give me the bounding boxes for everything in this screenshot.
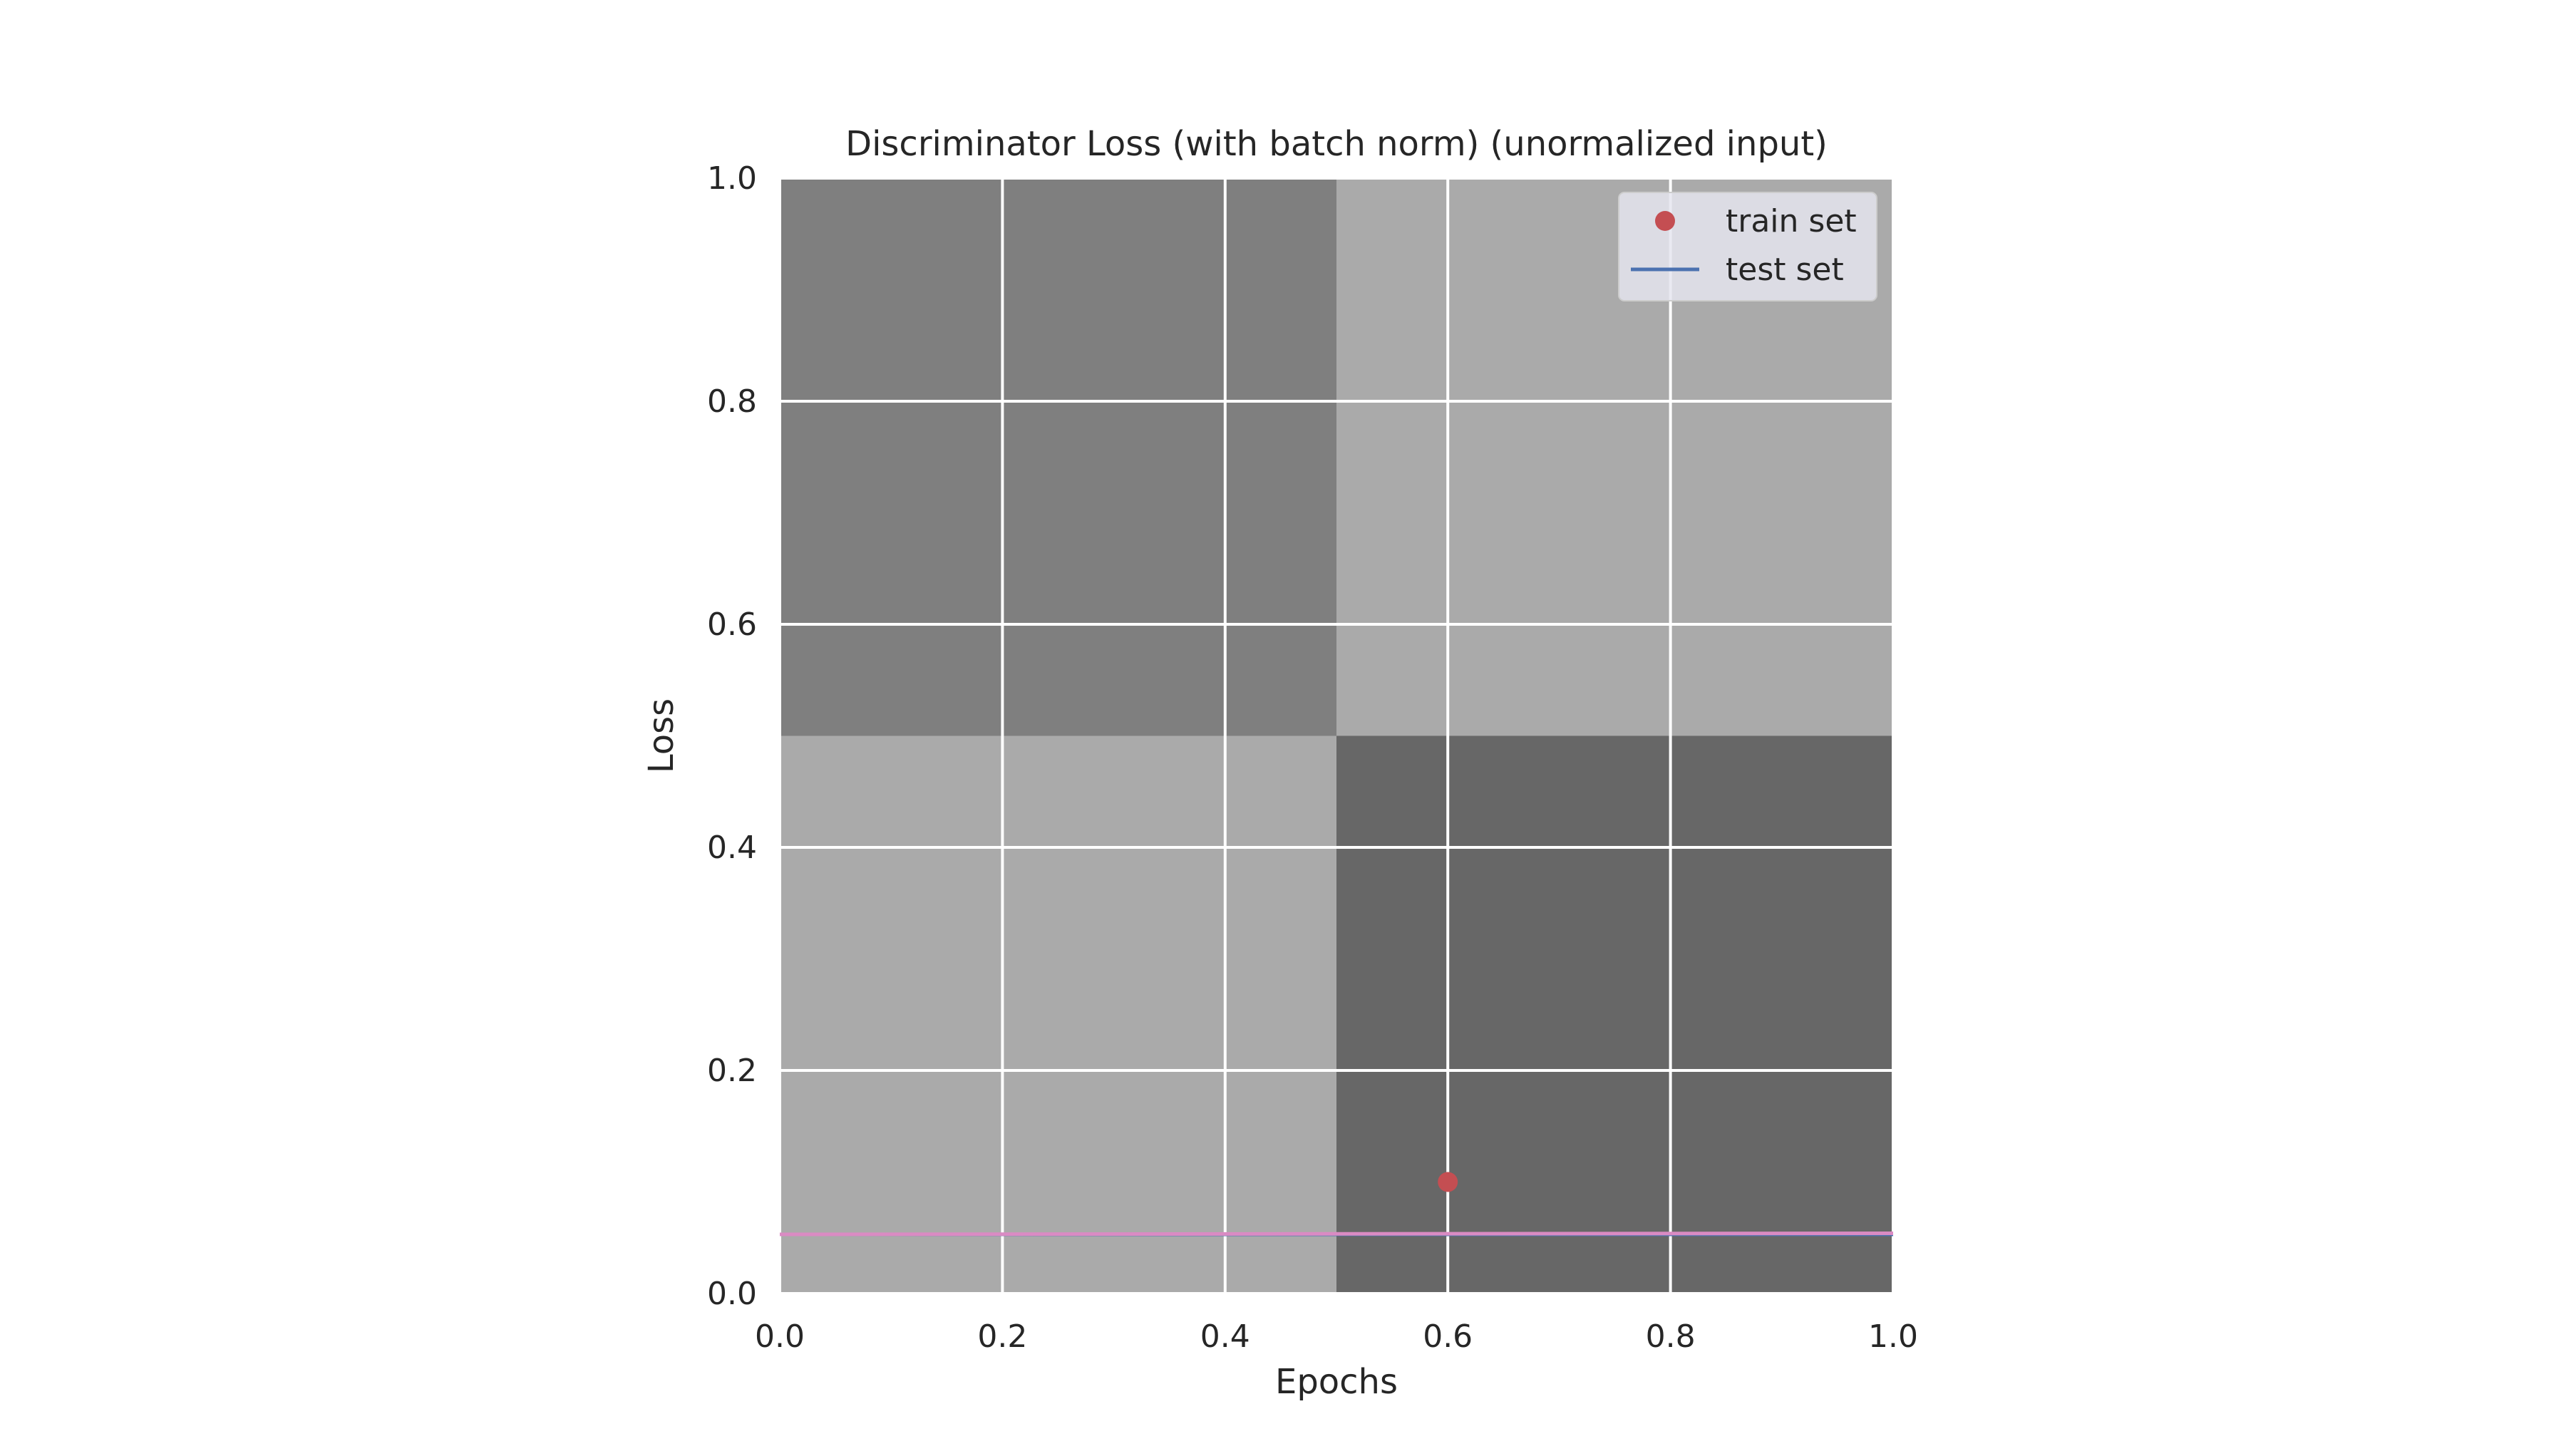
background-cell-3 bbox=[1336, 735, 1893, 1294]
x-tick-label-2: 0.4 bbox=[1200, 1318, 1250, 1355]
data-point-0-0 bbox=[1438, 1172, 1458, 1192]
legend-label-0: train set bbox=[1726, 203, 1857, 239]
legend: train set test set bbox=[1618, 192, 1877, 301]
legend-marker-0 bbox=[1655, 211, 1675, 231]
y-tick-label-0: 0.0 bbox=[707, 1276, 757, 1312]
x-tick-label-4: 0.8 bbox=[1646, 1318, 1696, 1355]
y-tick-label-3: 0.6 bbox=[707, 606, 757, 643]
y-axis-title: Loss bbox=[642, 698, 681, 773]
overlay-line bbox=[779, 1231, 1894, 1236]
tick-labels: 0.0 0.2 0.4 0.6 0.8 1.0 0.0 0.2 0.4 0.6 0.8 1.0 bbox=[707, 160, 1918, 1355]
y-tick-label-5: 1.0 bbox=[707, 160, 757, 197]
chart-title: Discriminator Loss (with batch norm) (un… bbox=[845, 124, 1828, 164]
x-tick-label-1: 0.2 bbox=[977, 1318, 1027, 1355]
x-tick-label-3: 0.6 bbox=[1423, 1318, 1473, 1355]
grid bbox=[778, 177, 1895, 1295]
series bbox=[779, 1172, 1894, 1236]
x-tick-label-0: 0.0 bbox=[755, 1318, 805, 1355]
legend-label-1: test set bbox=[1726, 252, 1844, 288]
background-cell-2 bbox=[780, 735, 1336, 1294]
y-tick-label-1: 0.2 bbox=[707, 1053, 757, 1089]
background-cell-0 bbox=[780, 178, 1336, 736]
x-axis-title: Epochs bbox=[1275, 1362, 1398, 1402]
y-tick-label-4: 0.8 bbox=[707, 383, 757, 420]
x-tick-label-5: 1.0 bbox=[1868, 1318, 1918, 1355]
background-cells bbox=[780, 178, 1893, 1294]
y-tick-label-2: 0.4 bbox=[707, 830, 757, 866]
legend-box bbox=[1618, 192, 1877, 301]
